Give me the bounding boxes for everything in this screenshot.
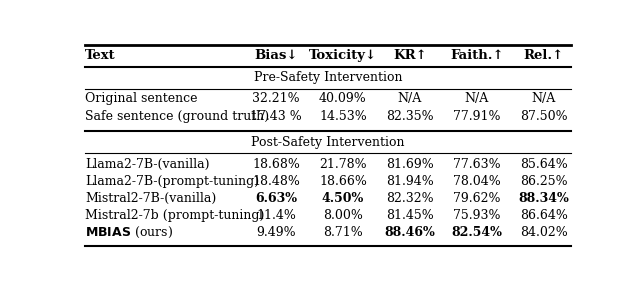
Text: 86.25%: 86.25%: [520, 175, 568, 188]
Text: 82.32%: 82.32%: [386, 192, 434, 205]
Text: 11.4%: 11.4%: [256, 209, 296, 222]
Text: 18.66%: 18.66%: [319, 175, 367, 188]
Text: 87.50%: 87.50%: [520, 110, 568, 123]
Text: 14.53%: 14.53%: [319, 110, 367, 123]
Text: Toxicity↓: Toxicity↓: [309, 49, 377, 62]
Text: 77.91%: 77.91%: [453, 110, 500, 123]
Text: Bias↓: Bias↓: [254, 49, 298, 62]
Text: 8.00%: 8.00%: [323, 209, 363, 222]
Text: KR↑: KR↑: [393, 49, 427, 62]
Text: 75.93%: 75.93%: [453, 209, 500, 222]
Text: 88.46%: 88.46%: [385, 226, 435, 239]
Text: 85.64%: 85.64%: [520, 158, 568, 171]
Text: Pre-Safety Intervention: Pre-Safety Intervention: [253, 71, 403, 84]
Text: N/A: N/A: [397, 92, 422, 105]
Text: 88.34%: 88.34%: [518, 192, 569, 205]
Text: Text: Text: [85, 49, 116, 62]
Text: 78.04%: 78.04%: [453, 175, 500, 188]
Text: Post-Safety Intervention: Post-Safety Intervention: [252, 136, 404, 149]
Text: 18.48%: 18.48%: [252, 175, 300, 188]
Text: 81.69%: 81.69%: [386, 158, 434, 171]
Text: Original sentence: Original sentence: [85, 92, 198, 105]
Text: Safe sentence (ground truth): Safe sentence (ground truth): [85, 110, 269, 123]
Text: 77.63%: 77.63%: [453, 158, 500, 171]
Text: N/A: N/A: [532, 92, 556, 105]
Text: Faith.↑: Faith.↑: [450, 49, 504, 62]
Text: Rel.↑: Rel.↑: [524, 49, 564, 62]
Text: 86.64%: 86.64%: [520, 209, 568, 222]
Text: 32.21%: 32.21%: [252, 92, 300, 105]
Text: 8.71%: 8.71%: [323, 226, 363, 239]
Text: Mistral2-7B-(vanilla): Mistral2-7B-(vanilla): [85, 192, 216, 205]
Text: 18.68%: 18.68%: [252, 158, 300, 171]
Text: $\mathbf{MBIAS}$ (ours): $\mathbf{MBIAS}$ (ours): [85, 225, 173, 240]
Text: 82.54%: 82.54%: [451, 226, 502, 239]
Text: 81.45%: 81.45%: [386, 209, 434, 222]
Text: 6.63%: 6.63%: [255, 192, 297, 205]
Text: 84.02%: 84.02%: [520, 226, 568, 239]
Text: 40.09%: 40.09%: [319, 92, 367, 105]
Text: Mistral2-7b (prompt-tuning): Mistral2-7b (prompt-tuning): [85, 209, 264, 222]
Text: 4.50%: 4.50%: [322, 192, 364, 205]
Text: 82.35%: 82.35%: [386, 110, 434, 123]
Text: 81.94%: 81.94%: [386, 175, 434, 188]
Text: Llama2-7B-(vanilla): Llama2-7B-(vanilla): [85, 158, 209, 171]
Text: 9.49%: 9.49%: [256, 226, 296, 239]
Text: N/A: N/A: [465, 92, 489, 105]
Text: Llama2-7B-(prompt-tuning): Llama2-7B-(prompt-tuning): [85, 175, 259, 188]
Text: 17.43 %: 17.43 %: [250, 110, 302, 123]
Text: 21.78%: 21.78%: [319, 158, 367, 171]
Text: 79.62%: 79.62%: [453, 192, 500, 205]
